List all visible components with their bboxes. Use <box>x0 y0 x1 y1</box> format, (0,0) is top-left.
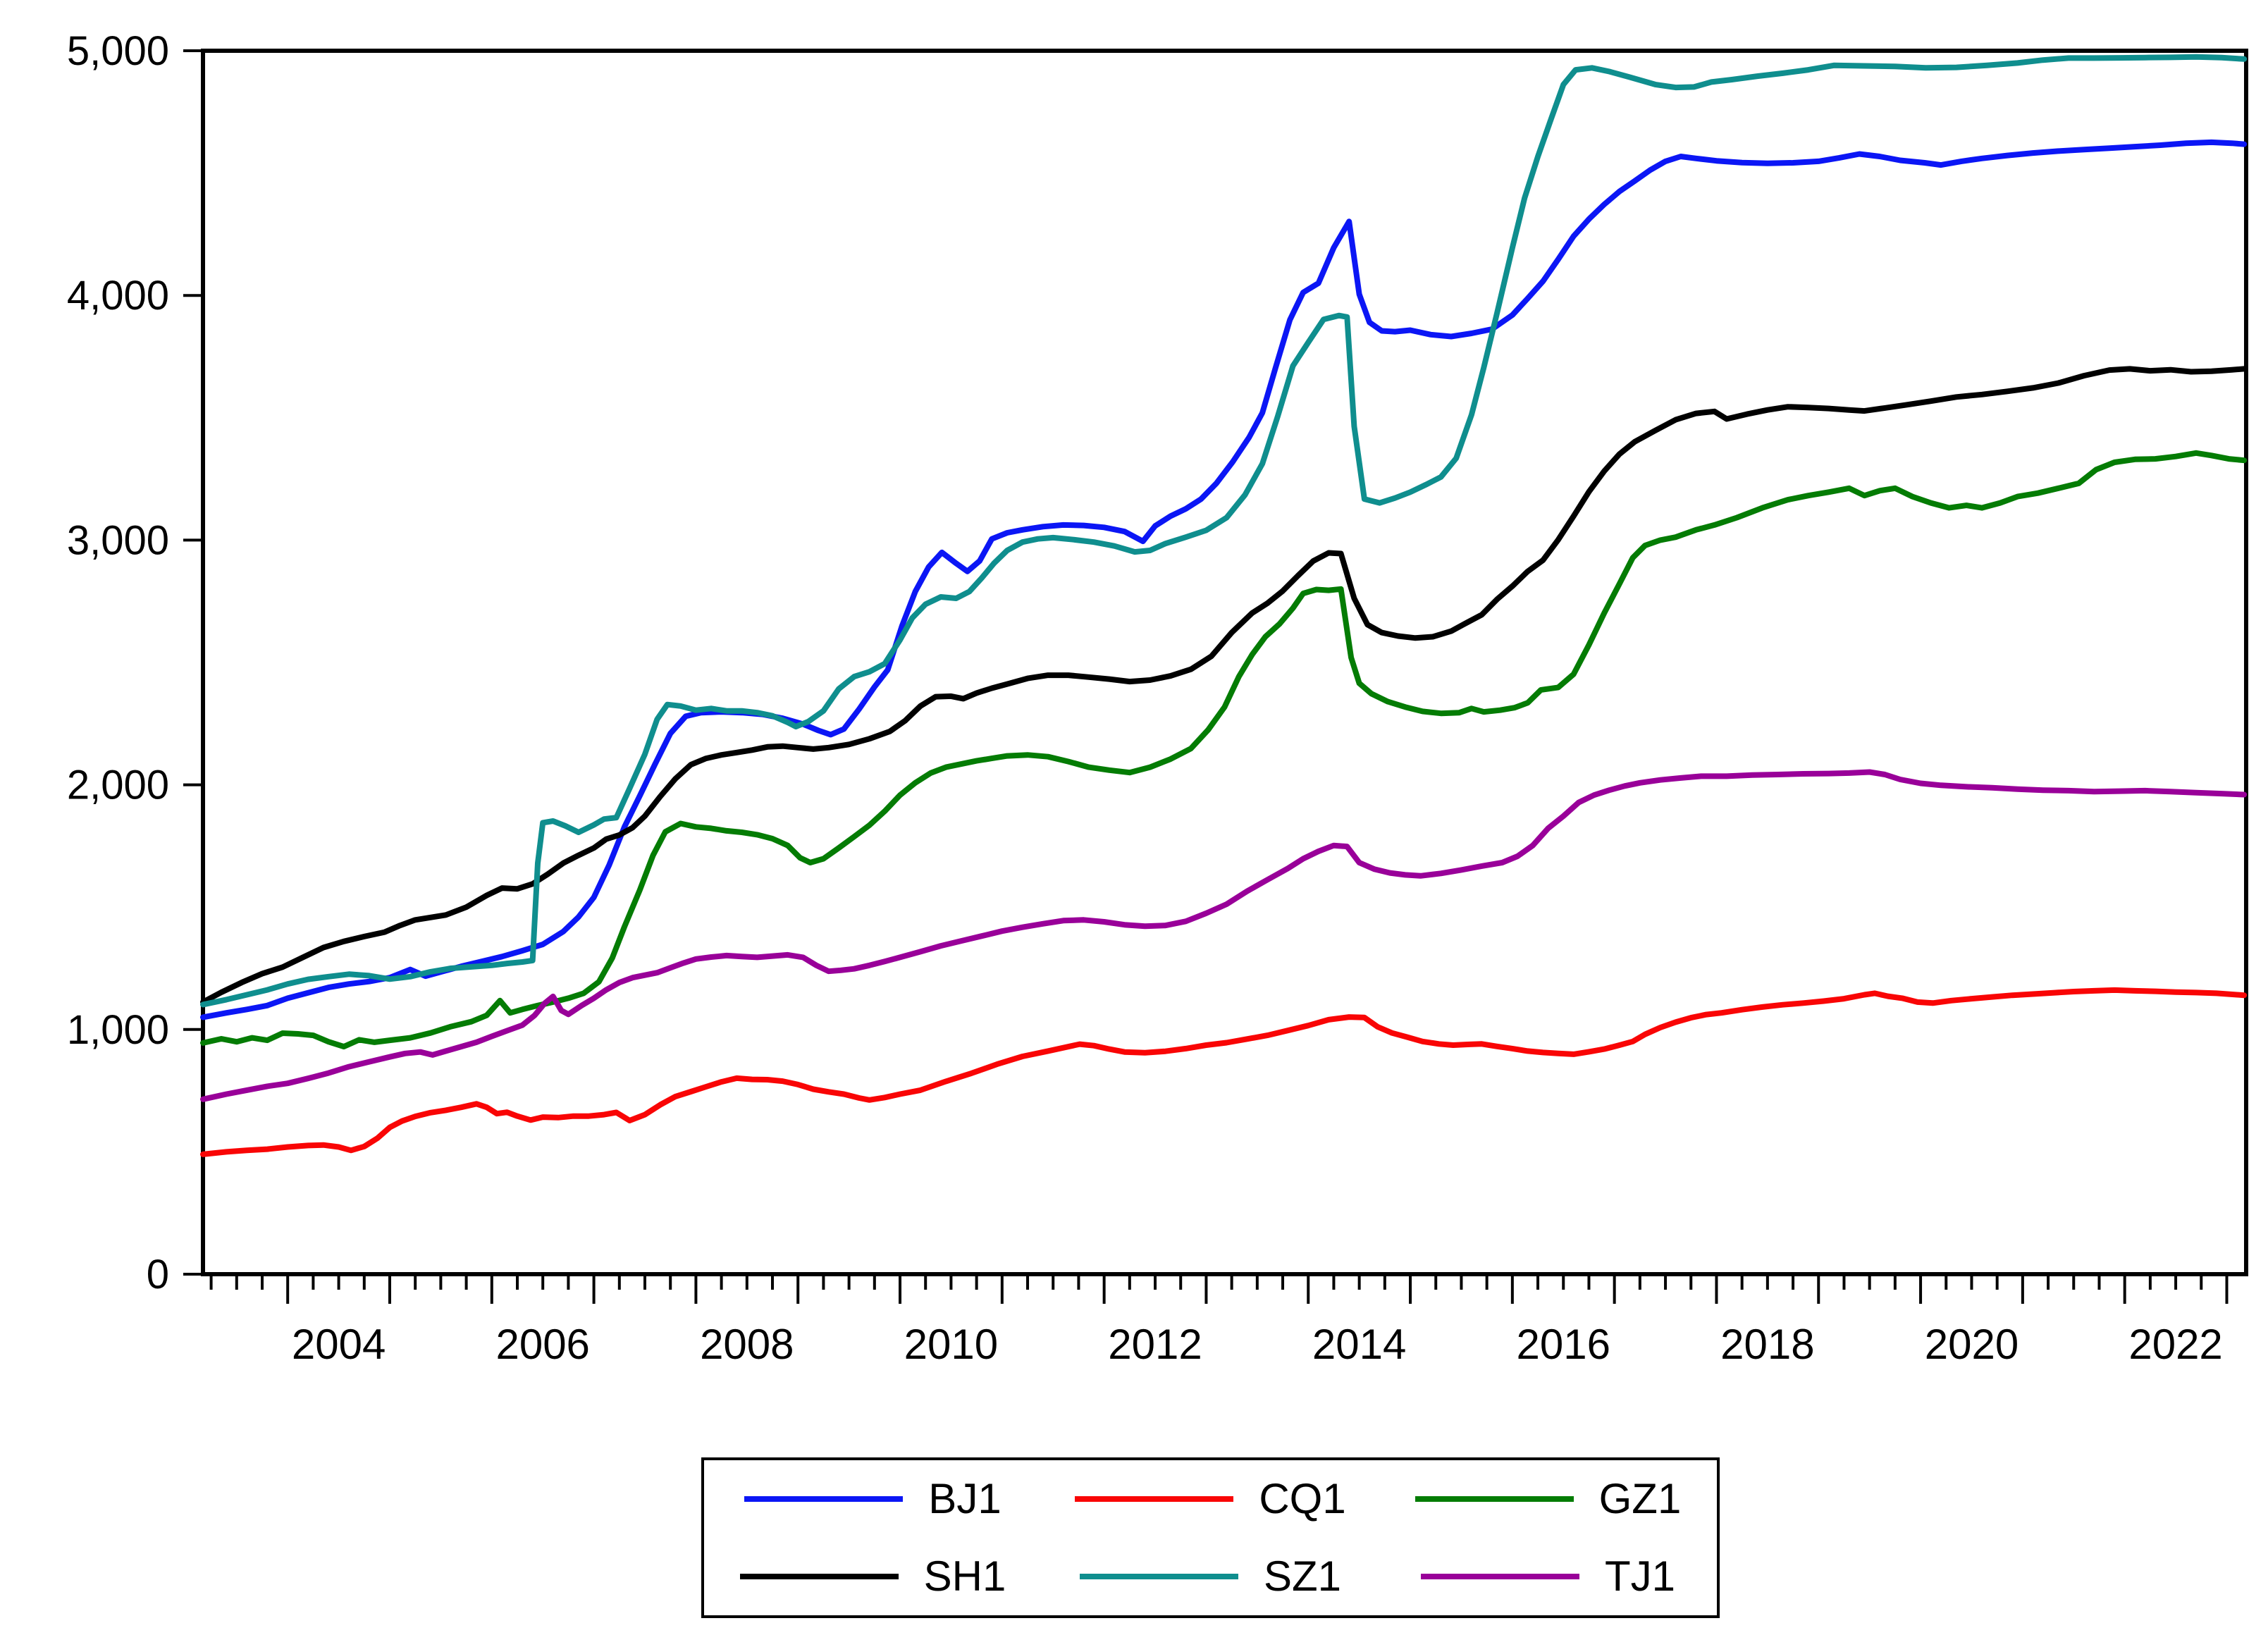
legend-label-SZ1: SZ1 <box>1263 1553 1342 1600</box>
legend-label-CQ1: CQ1 <box>1259 1475 1346 1522</box>
y-tick-label: 4,000 <box>67 273 169 319</box>
legend-swatch-CQ1 <box>1075 1496 1234 1502</box>
plot-frame <box>201 49 2248 1276</box>
y-tick-label: 0 <box>147 1252 169 1297</box>
x-year-label: 2006 <box>495 1321 589 1368</box>
y-tick-label: 2,000 <box>67 763 169 808</box>
series-line-BJ1 <box>200 139 2248 1020</box>
axis-labels: 0 1,000 2,000 3,000 4,000 5,000 2004 2006 2008 20… <box>67 28 2223 1368</box>
x-year-label: 2022 <box>2128 1321 2222 1368</box>
axes <box>183 49 2248 1304</box>
y-tick-label: 1,000 <box>67 1007 169 1053</box>
legend-entry-TJ1: TJ1 <box>1379 1555 1717 1598</box>
series-line-SH1 <box>200 366 2248 1005</box>
legend-swatch-SZ1 <box>1079 1574 1238 1579</box>
x-year-label: 2010 <box>904 1321 998 1368</box>
series-line-CQ1 <box>200 987 2248 1157</box>
series-line-GZ1 <box>200 450 2248 1050</box>
legend-label-SH1: SH1 <box>923 1553 1006 1600</box>
series-line-TJ1 <box>200 769 2248 1102</box>
x-year-label: 2008 <box>700 1321 794 1368</box>
x-year-label: 2014 <box>1312 1321 1406 1368</box>
series-line-SZ1 <box>200 54 2248 1008</box>
legend-swatch-SH1 <box>739 1574 899 1579</box>
x-year-label: 2012 <box>1108 1321 1202 1368</box>
y-tick-label: 3,000 <box>67 517 169 563</box>
legend-entry-SZ1: SZ1 <box>1042 1555 1379 1598</box>
legend-swatch-BJ1 <box>744 1496 904 1502</box>
series-lines <box>200 54 2248 1157</box>
legend-swatch-TJ1 <box>1420 1574 1579 1579</box>
x-year-label: 2018 <box>1720 1321 1814 1368</box>
y-tick-label: 5,000 <box>67 28 169 74</box>
legend-entry-SH1: SH1 <box>704 1555 1042 1598</box>
legend-label-TJ1: TJ1 <box>1604 1553 1676 1600</box>
legend: BJ1 CQ1 GZ1 SH1 SZ1 TJ1 <box>701 1457 1720 1618</box>
x-year-label: 2016 <box>1517 1321 1610 1368</box>
legend-entry-GZ1: GZ1 <box>1379 1478 1717 1520</box>
legend-swatch-GZ1 <box>1415 1496 1574 1502</box>
x-year-label: 2020 <box>1925 1321 2019 1368</box>
legend-label-BJ1: BJ1 <box>928 1475 1002 1522</box>
legend-label-GZ1: GZ1 <box>1598 1475 1682 1522</box>
legend-entry-CQ1: CQ1 <box>1042 1478 1379 1520</box>
x-year-label: 2004 <box>292 1321 386 1368</box>
legend-entry-BJ1: BJ1 <box>704 1478 1042 1520</box>
